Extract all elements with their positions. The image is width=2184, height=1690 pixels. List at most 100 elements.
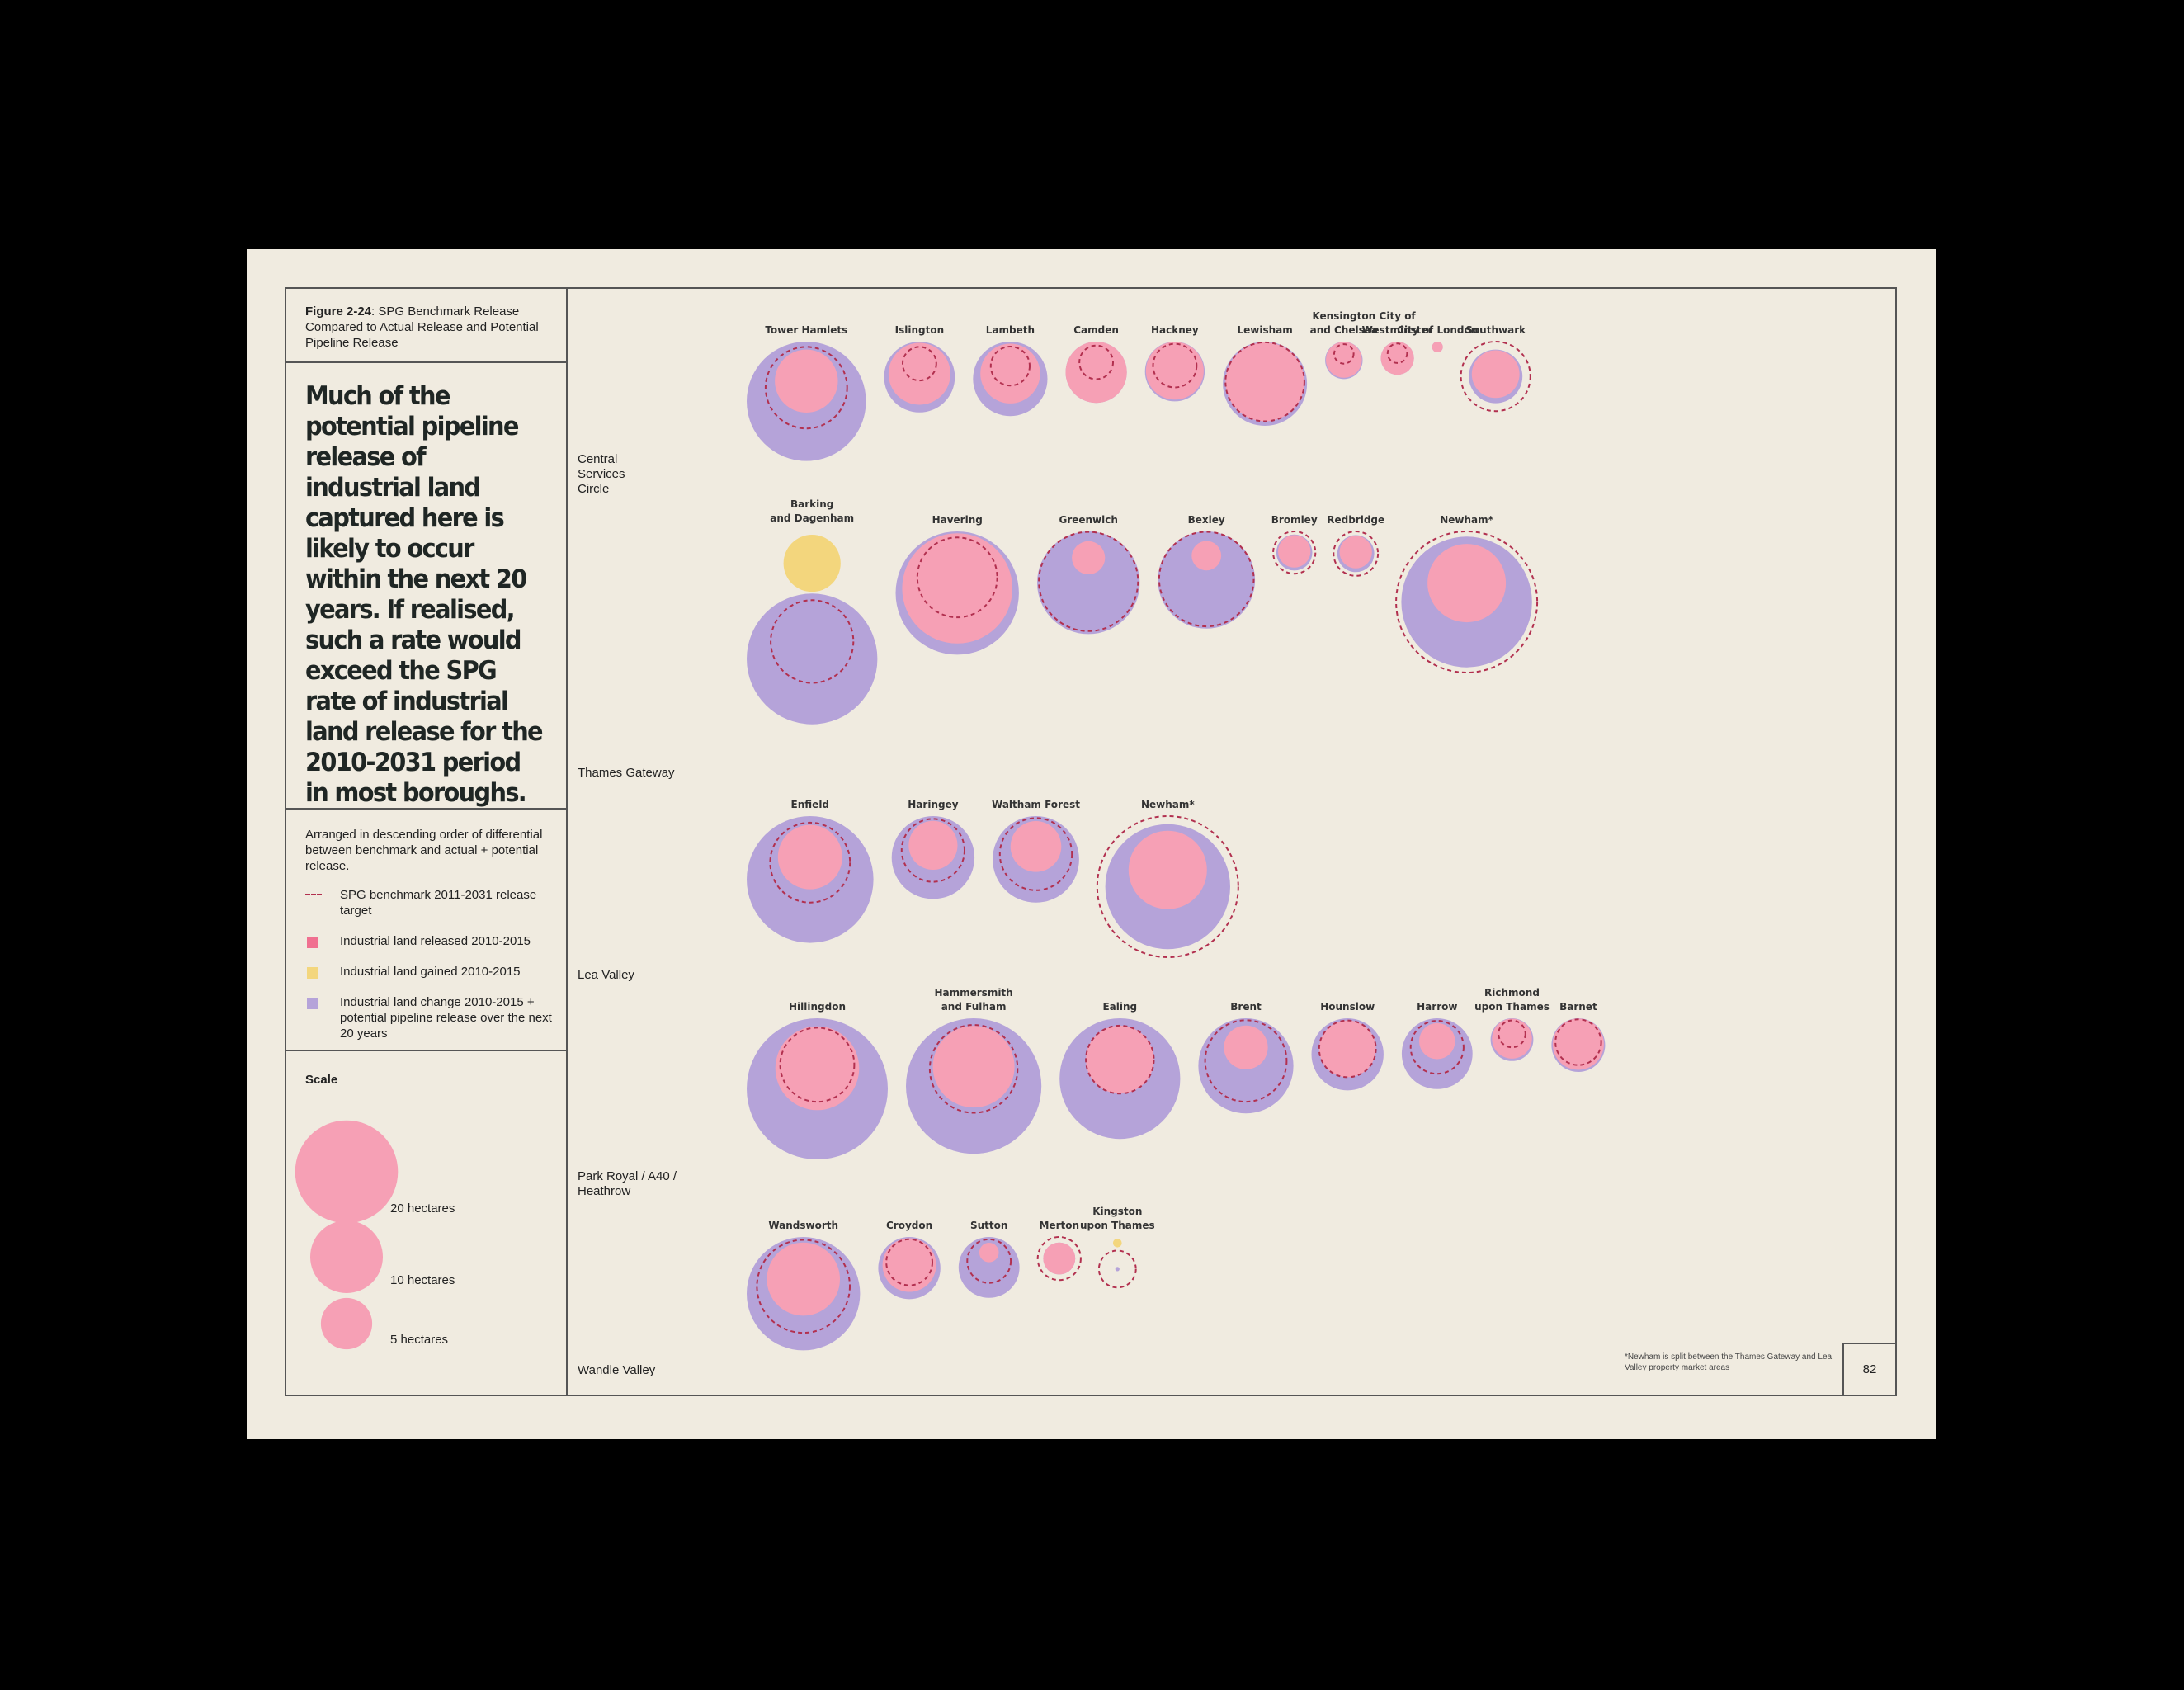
borough-havering-label: Havering xyxy=(932,514,983,526)
borough-barking-and-dagenham-benchmark-circle xyxy=(770,599,855,684)
borough-waltham-forest-released-circle xyxy=(1010,821,1062,872)
purple-square-icon xyxy=(307,998,318,1009)
page-number-box: 82 xyxy=(1842,1343,1897,1396)
borough-city-of-westminster-benchmark-circle xyxy=(1386,342,1408,364)
borough-lambeth-label: Lambeth xyxy=(986,324,1035,336)
borough-tower-hamlets-benchmark-circle xyxy=(764,346,848,430)
borough-brent-label: Brent xyxy=(1230,1001,1262,1013)
borough-sutton-change-circle xyxy=(958,1237,1020,1298)
borough-greenwich-released-circle xyxy=(1072,541,1106,575)
legend-label: SPG benchmark 2011-2031 release target xyxy=(340,888,537,918)
borough-hackney-released-circle xyxy=(1145,342,1204,400)
borough-barnet-released-circle xyxy=(1552,1018,1604,1070)
borough-haringey-released-circle xyxy=(908,820,958,870)
borough-hillingdon-label: Hillingdon xyxy=(789,1001,846,1013)
borough-lambeth-benchmark-circle xyxy=(989,346,1031,387)
order-note: Arranged in descending order of differen… xyxy=(305,828,543,873)
borough-waltham-forest-label: Waltham Forest xyxy=(992,799,1080,810)
borough-bexley-label: Bexley xyxy=(1188,514,1225,526)
borough-croydon-released-circle xyxy=(882,1238,936,1292)
region-label-lea-valley: Lea Valley xyxy=(578,968,634,982)
region-label-central-services-circle: Central Services Circle xyxy=(578,452,625,496)
borough-southwark-label: Southwark xyxy=(1465,324,1526,336)
borough-barking-and-dagenham-gained-circle xyxy=(783,535,841,592)
borough-richmond-upon-thames-benchmark-circle xyxy=(1498,1019,1526,1049)
borough-hillingdon-released-circle xyxy=(775,1026,860,1111)
borough-brent-benchmark-circle xyxy=(1204,1019,1288,1103)
legend-label: Industrial land released 2010-2015 xyxy=(340,934,531,948)
borough-hillingdon-benchmark-circle xyxy=(779,1027,856,1103)
pink-square-icon xyxy=(307,937,318,948)
borough-kensington-and-chelsea-benchmark-circle xyxy=(1333,343,1355,365)
borough-brent-released-circle xyxy=(1224,1025,1268,1069)
borough-merton-label: Merton xyxy=(1040,1220,1080,1231)
figure-caption: Figure 2-24: SPG Benchmark Release Compa… xyxy=(305,304,557,351)
borough-bromley-released-circle xyxy=(1278,535,1311,568)
borough-harrow-released-circle xyxy=(1419,1022,1455,1060)
borough-camden-label: Camden xyxy=(1073,324,1119,336)
borough-havering-benchmark-circle xyxy=(916,536,998,619)
borough-hackney-label: Hackney xyxy=(1151,324,1199,336)
borough-croydon-label: Croydon xyxy=(886,1220,932,1231)
borough-hammersmith-and-fulham-benchmark-circle xyxy=(928,1024,1019,1114)
borough-southwark-benchmark-circle xyxy=(1460,341,1531,413)
headline: Much of the potential pipeline release o… xyxy=(305,381,544,808)
region-label-park-royal: Park Royal / A40 / Heathrow xyxy=(578,1169,677,1198)
sidebar-divider xyxy=(566,287,568,1396)
legend-label: Industrial land change 2010-2015 + poten… xyxy=(340,995,552,1041)
borough-lewisham-released-circle xyxy=(1225,342,1304,422)
borough-newham-released-circle xyxy=(1427,544,1507,623)
borough-barnet-benchmark-circle xyxy=(1554,1018,1602,1066)
borough-richmond-upon-thames-released-circle xyxy=(1492,1018,1532,1059)
borough-kingston-upon-thames-gained-circle xyxy=(1113,1239,1122,1248)
borough-greenwich-change-circle xyxy=(1037,531,1140,635)
borough-city-of-westminster-released-circle xyxy=(1380,342,1414,375)
borough-hounslow-benchmark-circle xyxy=(1318,1019,1377,1079)
borough-richmond-upon-thames-label: Richmond upon Thames xyxy=(1474,987,1550,1013)
borough-newham-label: Newham* xyxy=(1440,514,1493,526)
borough-lambeth-released-circle xyxy=(980,343,1040,404)
borough-islington-label: Islington xyxy=(895,324,945,336)
borough-enfield-released-circle xyxy=(777,824,842,890)
borough-newham-label: Newham* xyxy=(1141,799,1195,810)
headline-divider xyxy=(285,808,567,810)
borough-sutton-released-circle xyxy=(979,1243,999,1263)
borough-city-of-london-label: City of London xyxy=(1397,324,1478,336)
borough-redbridge-label: Redbridge xyxy=(1327,514,1384,526)
borough-bexley-released-circle xyxy=(1191,541,1222,571)
borough-camden-benchmark-circle xyxy=(1078,344,1114,380)
scale-label-5: 5 hectares xyxy=(390,1333,449,1347)
borough-enfield-label: Enfield xyxy=(791,799,829,810)
borough-harrow-benchmark-circle xyxy=(1409,1020,1465,1075)
borough-hackney-benchmark-circle xyxy=(1152,342,1198,389)
borough-ealing-released-circle xyxy=(1086,1025,1154,1094)
page-number: 82 xyxy=(1862,1362,1877,1376)
figure-frame xyxy=(285,287,1897,1396)
borough-greenwich-label: Greenwich xyxy=(1059,514,1117,526)
scale-title: Scale xyxy=(305,1073,338,1087)
borough-barking-and-dagenham-change-circle xyxy=(747,593,878,725)
page-background xyxy=(247,249,1936,1439)
borough-newham-released-circle xyxy=(1128,830,1207,909)
caption-divider xyxy=(285,361,567,363)
borough-tower-hamlets-released-circle xyxy=(775,349,838,413)
legend-divider xyxy=(285,1050,567,1051)
borough-tower-hamlets-label: Tower Hamlets xyxy=(765,324,847,336)
borough-bromley-benchmark-circle xyxy=(1272,531,1317,575)
borough-sutton-benchmark-circle xyxy=(966,1238,1012,1284)
borough-ealing-label: Ealing xyxy=(1102,1001,1137,1013)
borough-greenwich-benchmark-circle xyxy=(1038,531,1139,632)
borough-camden-released-circle xyxy=(1065,342,1127,404)
scale-circle-10 xyxy=(310,1220,383,1293)
borough-kingston-upon-thames-benchmark-circle xyxy=(1097,1249,1137,1289)
borough-ealing-benchmark-circle xyxy=(1085,1024,1155,1095)
borough-waltham-forest-benchmark-circle xyxy=(998,817,1073,891)
borough-southwark-released-circle xyxy=(1471,350,1520,399)
region-label-thames-gateway: Thames Gateway xyxy=(578,766,675,780)
borough-city-of-westminster-label: City of Westminster xyxy=(1362,310,1433,336)
scale-circle-20 xyxy=(295,1120,399,1224)
figure-label: Figure 2-24 xyxy=(305,304,372,319)
borough-islington-released-circle xyxy=(888,342,950,405)
borough-redbridge-benchmark-circle xyxy=(1333,531,1380,577)
